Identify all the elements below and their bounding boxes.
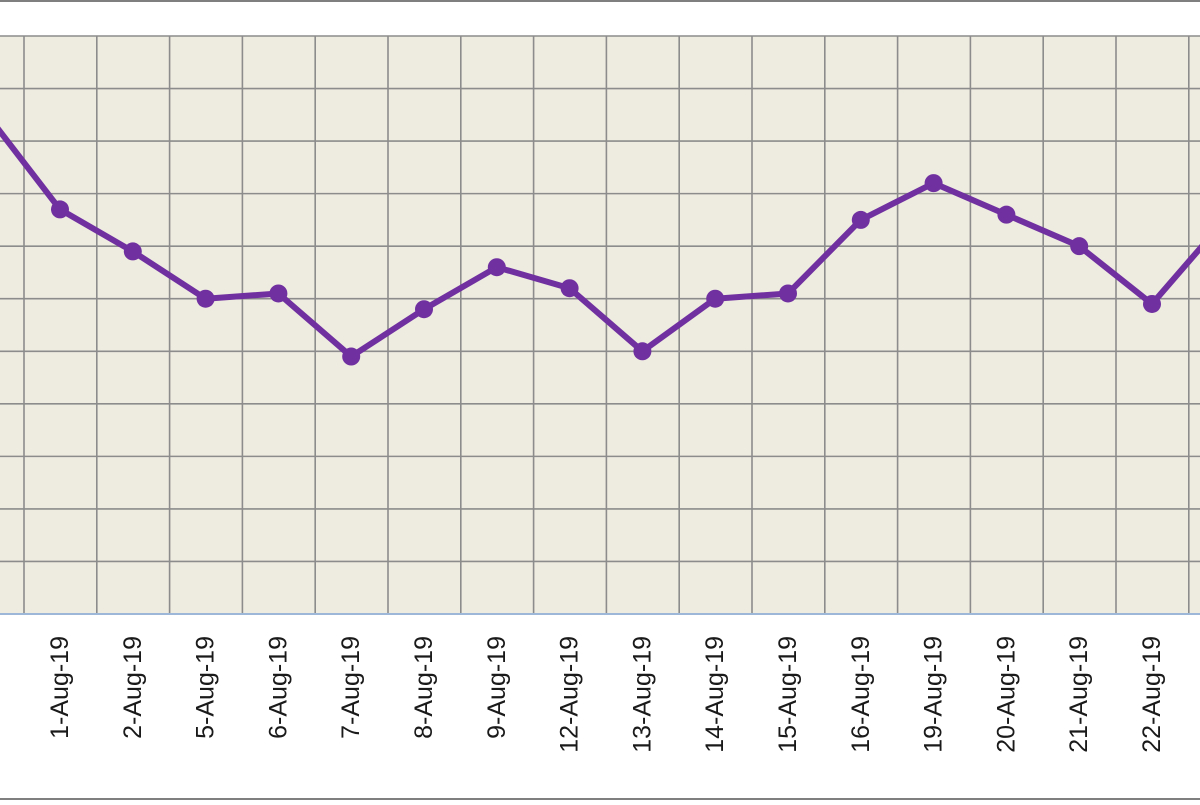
x-tick-label: 19-Aug-19 <box>920 636 948 753</box>
x-tick-label: 12-Aug-19 <box>556 636 584 753</box>
data-point <box>269 284 288 303</box>
x-tick-label: 1-Aug-19 <box>46 636 74 739</box>
x-tick-label: 5-Aug-19 <box>192 636 220 739</box>
data-point <box>342 347 361 366</box>
x-tick-label: 22-Aug-19 <box>1138 636 1166 753</box>
data-point <box>997 205 1016 224</box>
x-tick-label: 6-Aug-19 <box>264 636 292 739</box>
x-tick-label-cut: 31-Jul-19 <box>0 636 1 740</box>
x-tick-labels: 1-Aug-19 2-Aug-19 5-Aug-19 6-Aug-19 7-Aug-19… <box>0 636 1166 753</box>
data-point <box>851 210 870 229</box>
data-point <box>1070 237 1089 256</box>
data-point <box>196 289 215 308</box>
x-tick-label: 8-Aug-19 <box>410 636 438 739</box>
x-tick-label: 14-Aug-19 <box>701 636 729 753</box>
x-tick-label: 21-Aug-19 <box>1065 636 1093 753</box>
x-tick-label: 9-Aug-19 <box>483 636 511 739</box>
plot-area <box>0 36 1200 614</box>
x-tick-label: 13-Aug-19 <box>628 636 656 753</box>
x-tick-label: 7-Aug-19 <box>337 636 365 739</box>
x-tick-label: 20-Aug-19 <box>992 636 1020 753</box>
series-layer <box>0 126 1200 366</box>
data-point <box>633 342 652 361</box>
data-point <box>51 200 69 219</box>
data-point <box>1143 294 1161 313</box>
data-point <box>487 258 506 277</box>
x-tick-label: 16-Aug-19 <box>847 636 875 753</box>
x-tick-label: 2-Aug-19 <box>119 636 147 739</box>
x-tick-label: 15-Aug-19 <box>774 636 802 753</box>
series-line <box>0 126 1200 360</box>
data-point <box>560 279 579 298</box>
data-point <box>924 174 943 193</box>
data-point <box>123 242 142 261</box>
data-point <box>706 289 725 308</box>
data-point <box>779 284 797 303</box>
data-point <box>415 300 433 319</box>
